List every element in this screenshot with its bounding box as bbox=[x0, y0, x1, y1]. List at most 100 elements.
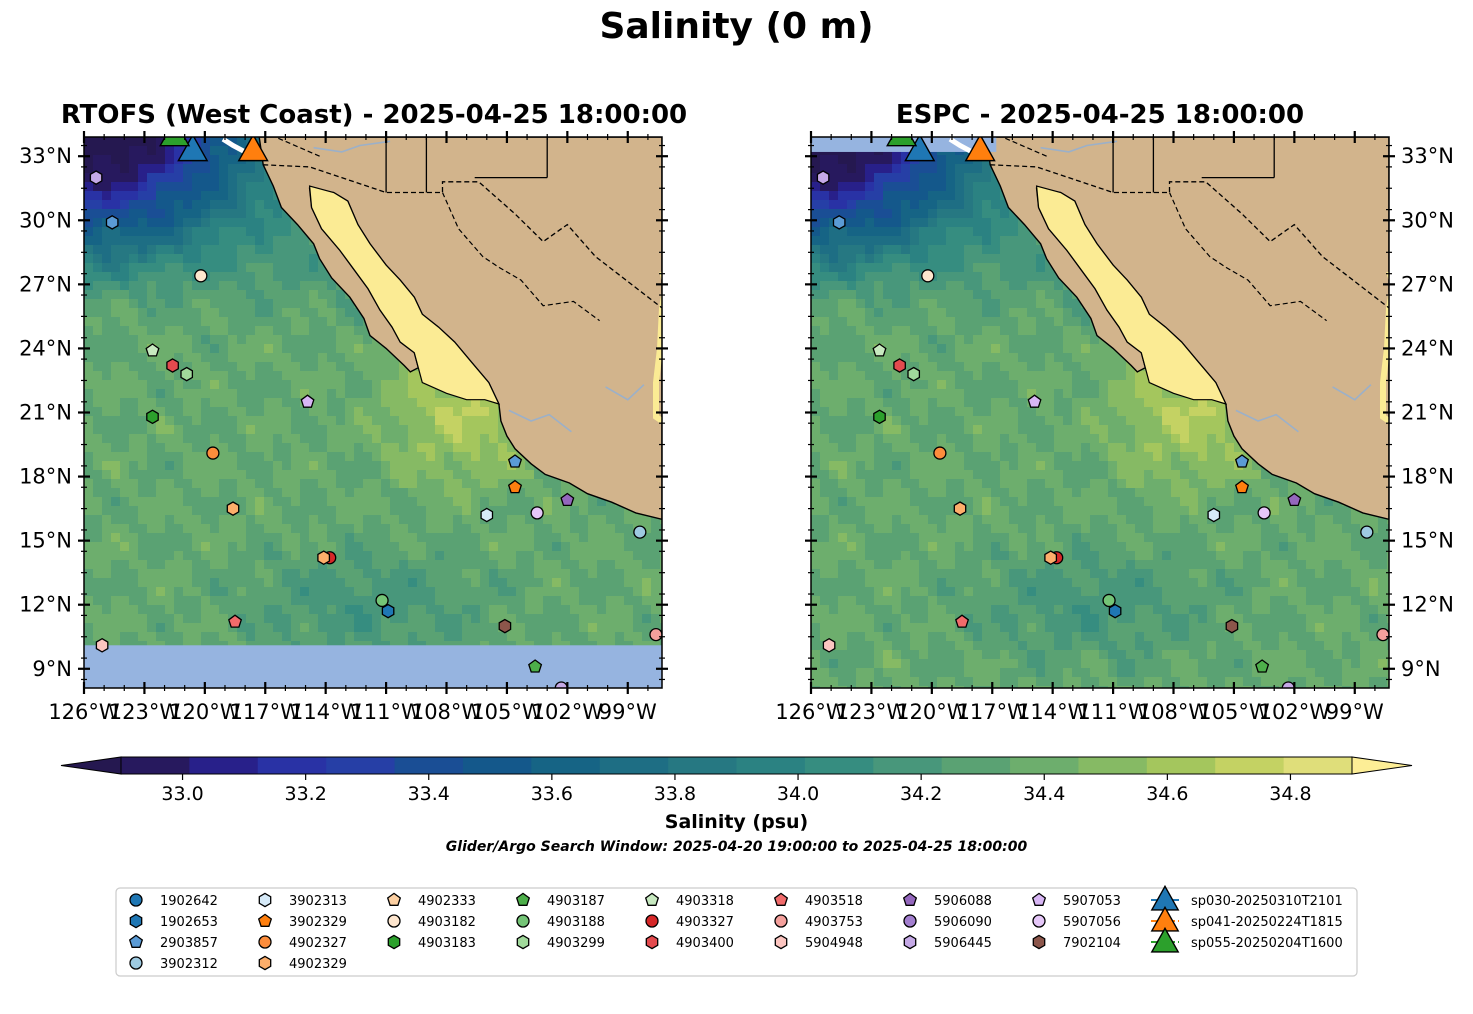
legend-label: 4902333 bbox=[418, 894, 476, 909]
lat-tick-label: 33°N bbox=[19, 144, 72, 168]
legend-label: 1902642 bbox=[160, 894, 218, 909]
legend-marker bbox=[1032, 934, 1046, 950]
legend-marker bbox=[515, 892, 531, 906]
legend-item-1902642: 1902642 bbox=[129, 893, 218, 909]
legend-item-1902653: 1902653 bbox=[129, 913, 218, 930]
legend-item-7902104: 7902104 bbox=[1032, 934, 1121, 951]
legend-marker bbox=[1031, 892, 1047, 906]
float-marker bbox=[1287, 492, 1302, 507]
legend-label: 5907053 bbox=[1063, 894, 1121, 909]
lat-tick-label: 33°N bbox=[1401, 144, 1454, 168]
float-marker bbox=[816, 170, 830, 185]
float-marker bbox=[228, 614, 243, 628]
map-panel-rtofs-field bbox=[84, 137, 662, 688]
legend-label: 4902329 bbox=[289, 957, 347, 972]
lon-tick-label: 123°W bbox=[109, 700, 181, 724]
state-line bbox=[441, 192, 600, 322]
legend-item-4903299: 4903299 bbox=[516, 934, 605, 951]
legend-marker bbox=[516, 934, 530, 950]
lon-tick-label: 99°W bbox=[599, 700, 657, 724]
legend-marker bbox=[1032, 914, 1046, 928]
colorbar-tick-label: 34.4 bbox=[1023, 783, 1065, 805]
legend-marker bbox=[129, 913, 143, 929]
colorbar-frame bbox=[120, 756, 1353, 775]
colorbar-tick-label: 34.0 bbox=[777, 783, 819, 805]
legend-item-4902327: 4902327 bbox=[258, 935, 347, 951]
colorbar-label: Salinity (psu) bbox=[664, 811, 809, 833]
float-marker bbox=[145, 343, 160, 357]
float-marker bbox=[1257, 506, 1271, 520]
legend-item-3902313: 3902313 bbox=[258, 892, 347, 909]
lat-tick-label: 27°N bbox=[1401, 272, 1454, 296]
legend-item-5906088: 5906088 bbox=[902, 892, 992, 909]
river bbox=[508, 409, 572, 433]
glider-marker bbox=[159, 137, 191, 147]
gulf-coastline bbox=[308, 185, 501, 405]
float-marker bbox=[226, 501, 240, 516]
legend-marker bbox=[258, 892, 272, 908]
colorbar-bin bbox=[1146, 757, 1216, 774]
legend-item-3902312: 3902312 bbox=[129, 956, 218, 972]
river bbox=[313, 140, 391, 153]
legend-glider-marker bbox=[1150, 926, 1180, 953]
float-marker bbox=[166, 358, 179, 373]
colorbar-bin bbox=[394, 757, 464, 774]
glider-marker bbox=[886, 137, 918, 147]
float-marker bbox=[955, 614, 970, 628]
legend-item-4903182: 4903182 bbox=[387, 914, 476, 930]
panel-title-espc: ESPC - 2025-04-25 18:00:00 bbox=[895, 100, 1305, 130]
float-marker bbox=[1234, 454, 1250, 468]
float-marker bbox=[507, 454, 523, 468]
map-panel-rtofs: 33°N 30°N 27°N 24°N 21°N 18°N 15°N 12°N 9°N 126°W… bbox=[19, 131, 1454, 724]
float-marker bbox=[1044, 550, 1058, 566]
legend-item-4903400: 4903400 bbox=[645, 934, 734, 951]
state-line bbox=[1002, 137, 1047, 157]
legend-marker bbox=[903, 934, 917, 950]
legend-marker bbox=[645, 914, 659, 928]
colorbar-bin bbox=[121, 757, 190, 774]
float-marker bbox=[180, 366, 194, 382]
lon-tick-label: 99°W bbox=[1326, 700, 1384, 724]
float-marker bbox=[317, 550, 331, 566]
legend-marker bbox=[645, 934, 659, 950]
lon-tick-label: 114°W bbox=[1017, 700, 1089, 724]
colorbar-tick-label: 33.2 bbox=[284, 783, 326, 805]
legend-item-4903187: 4903187 bbox=[515, 892, 605, 909]
colorbar-tick-label: 33.6 bbox=[531, 783, 573, 805]
lat-tick-label: 24°N bbox=[19, 336, 72, 360]
glider-marker bbox=[177, 137, 209, 162]
legend-label: 4903183 bbox=[418, 936, 476, 951]
lon-tick-label: 126°W bbox=[775, 700, 847, 724]
legend-item-3902329: 3902329 bbox=[257, 913, 347, 930]
legend-frame bbox=[115, 887, 1358, 977]
colorbar-extend-low bbox=[60, 756, 122, 775]
map-panel-espc-field bbox=[811, 137, 1389, 688]
colorbar-bin bbox=[668, 757, 737, 774]
float-marker bbox=[921, 269, 935, 283]
float-marker bbox=[832, 215, 846, 230]
lat-tick-label: 30°N bbox=[1401, 208, 1454, 232]
lat-tick-label: 18°N bbox=[1401, 465, 1454, 489]
legend-marker bbox=[774, 934, 788, 950]
legend-item-4903318: 4903318 bbox=[644, 892, 734, 909]
colorbar-bin bbox=[462, 757, 532, 774]
float-marker bbox=[953, 501, 967, 516]
lat-tick-label: 27°N bbox=[19, 272, 72, 296]
legend-label: 2903857 bbox=[160, 936, 218, 951]
lat-tick-label: 18°N bbox=[19, 465, 72, 489]
river bbox=[605, 384, 645, 401]
legend-label: 5906088 bbox=[934, 894, 992, 909]
legend-item-4903753: 4903753 bbox=[774, 914, 863, 930]
legend-item-4903188: 4903188 bbox=[516, 914, 605, 930]
legend: 1902642 1902653 2903857 3902312 3902313 39023… bbox=[115, 884, 1358, 977]
legend-label: 4903188 bbox=[547, 915, 605, 930]
float-marker bbox=[872, 343, 887, 357]
legend-marker bbox=[258, 935, 272, 949]
float-marker bbox=[633, 525, 647, 539]
colorbar-bin bbox=[599, 757, 669, 774]
legend-label: sp041-20250224T1815 bbox=[1191, 915, 1343, 930]
legend-item-4903327: 4903327 bbox=[645, 914, 734, 930]
float-marker bbox=[146, 409, 159, 425]
state-line bbox=[275, 137, 320, 157]
map-panel-rtofs-axes: 33°N 30°N 27°N 24°N 21°N 18°N 15°N 12°N 9°N 126°W… bbox=[19, 131, 668, 724]
